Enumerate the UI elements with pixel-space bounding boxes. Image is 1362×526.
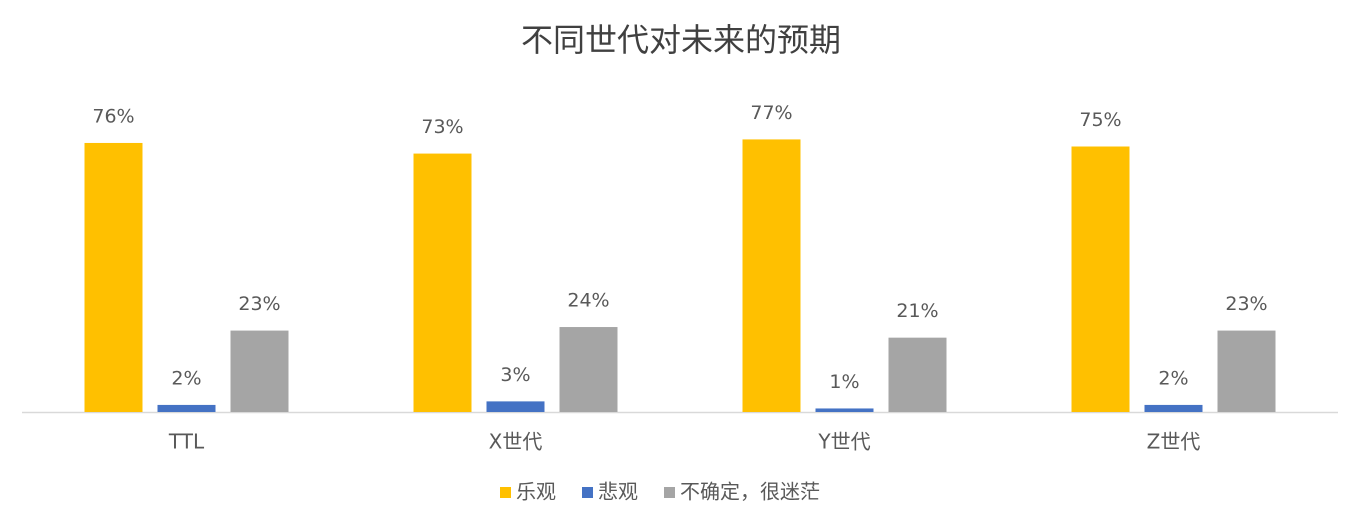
legend-swatch — [664, 487, 675, 498]
bar — [888, 337, 947, 412]
legend-label: 不确定，很迷茫 — [680, 480, 820, 504]
data-label: 2% — [171, 367, 201, 389]
legend-label: 乐观 — [516, 480, 556, 504]
data-label: 76% — [92, 105, 134, 127]
data-label: 3% — [500, 364, 530, 386]
x-tick-label: Z世代 — [1147, 430, 1201, 454]
data-label: 73% — [421, 116, 463, 138]
x-tick-label: X世代 — [489, 430, 543, 454]
data-label: 2% — [1158, 367, 1188, 389]
bar — [157, 404, 216, 412]
x-tick-label: TTL — [168, 430, 205, 454]
data-label: 21% — [896, 300, 938, 322]
data-label: 23% — [1225, 293, 1267, 315]
x-tick-label: Y世代 — [817, 430, 870, 454]
legend-label: 悲观 — [598, 480, 638, 504]
bar — [413, 153, 472, 412]
chart-title: 不同世代对未来的预期 — [521, 21, 841, 59]
data-label: 24% — [567, 290, 609, 312]
bar — [486, 401, 545, 412]
bar — [1217, 330, 1276, 412]
data-label: 1% — [829, 371, 859, 393]
bar — [559, 327, 618, 412]
bar — [1071, 146, 1130, 412]
data-label: 23% — [238, 293, 280, 315]
bar — [815, 408, 874, 412]
legend-swatch — [500, 487, 511, 498]
bar — [742, 139, 801, 413]
legend-swatch — [582, 487, 593, 498]
bar — [1144, 404, 1203, 412]
bar — [84, 142, 143, 412]
data-label: 77% — [750, 102, 792, 124]
data-label: 75% — [1079, 109, 1121, 131]
bar — [230, 330, 289, 412]
